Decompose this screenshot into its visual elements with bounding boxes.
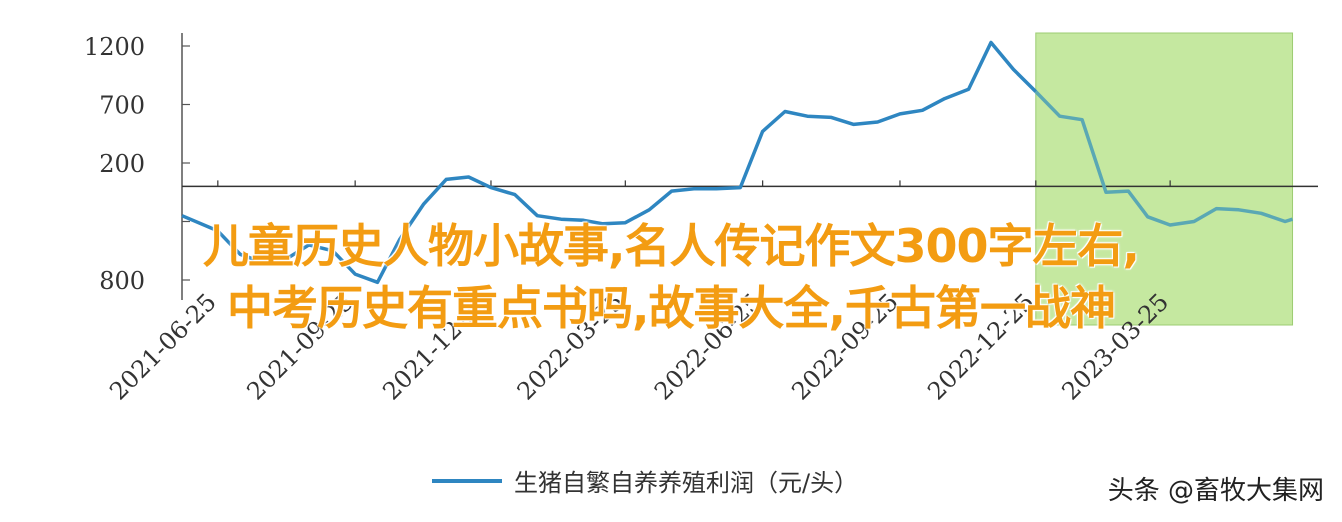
legend-label: 生猪自繁自养养殖利润（元/头） xyxy=(514,469,858,497)
y-tick-label: 1200 xyxy=(84,33,145,61)
highlight-region xyxy=(1035,32,1294,326)
series-layer xyxy=(181,40,1294,285)
highlight-rect xyxy=(1035,32,1294,326)
axes xyxy=(181,33,1318,300)
y-tick-label: 200 xyxy=(99,150,145,178)
series-line-highlighted xyxy=(1034,90,1294,227)
watermark: 头条 @畜牧大集网 xyxy=(1107,476,1324,506)
y-tick-label: 700 xyxy=(99,92,145,120)
series-line xyxy=(181,40,1038,285)
overlay-headline-2: 中考历史有重点书吗,故事大全,千古第一战神 xyxy=(227,281,1116,335)
overlay-headline-1: 儿童历史人物小故事,名人传记作文300字左右, xyxy=(203,219,1140,273)
legend: 生猪自繁自养养殖利润（元/头） xyxy=(432,469,858,497)
y-axis-ticks: 1200 700 200 800 xyxy=(84,33,190,295)
y-tick-label: 800 xyxy=(99,267,145,295)
